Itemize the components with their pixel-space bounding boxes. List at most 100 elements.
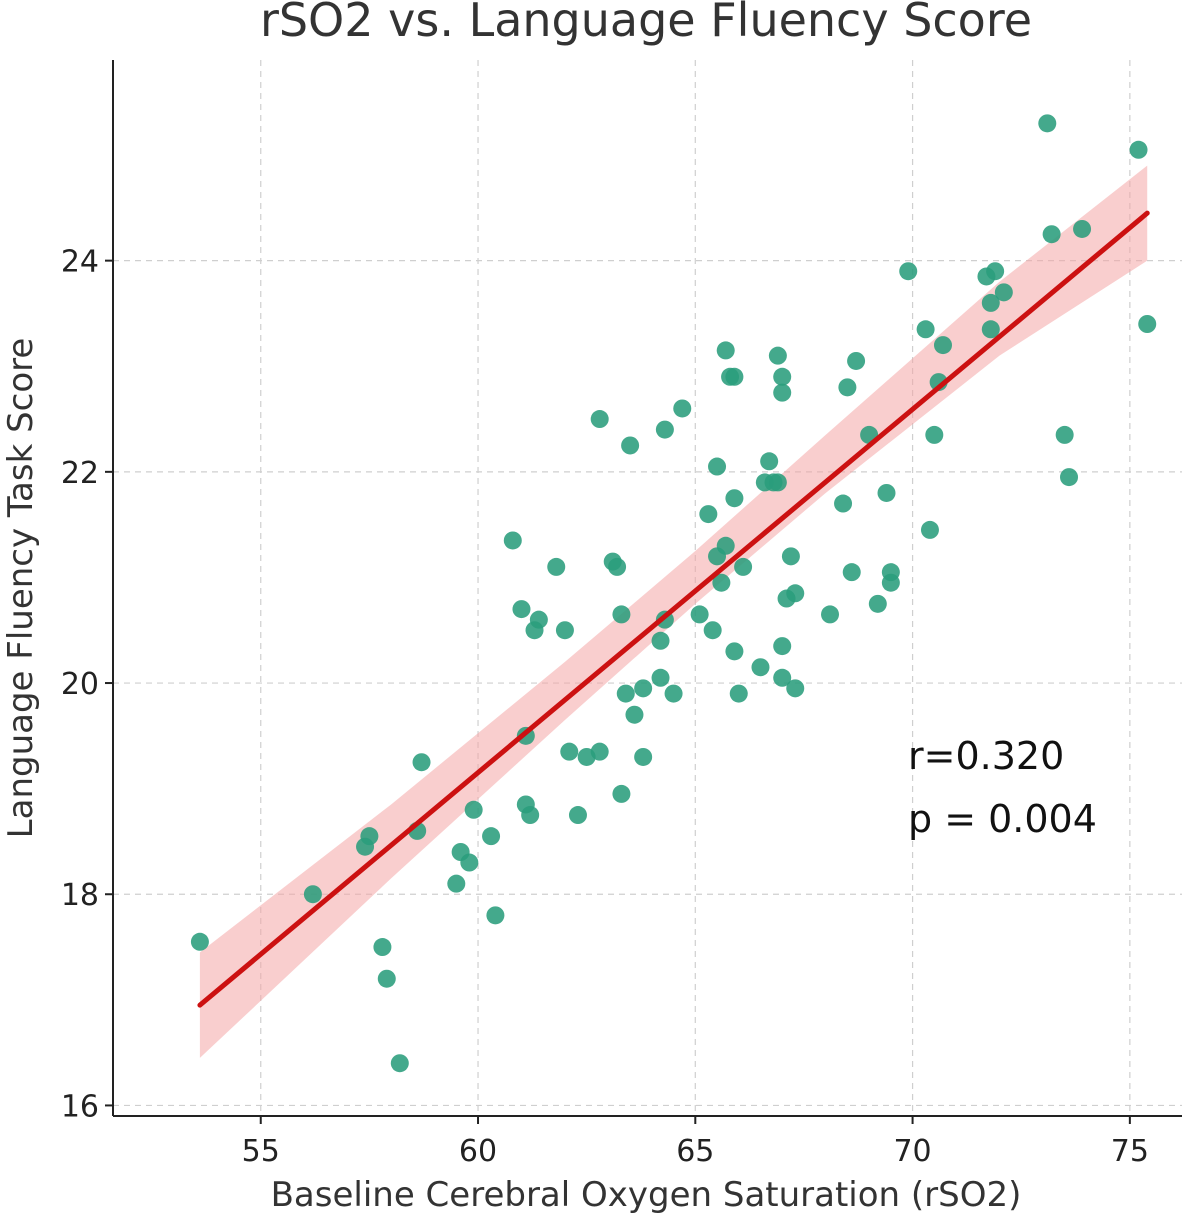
- data-point: [773, 668, 792, 687]
- x-axis-ticks: 55 60 65 70 75: [242, 1116, 1149, 1169]
- data-point: [590, 742, 609, 761]
- data-point: [881, 573, 900, 592]
- data-point: [708, 457, 727, 476]
- data-point: [786, 584, 805, 603]
- data-point: [690, 605, 709, 624]
- data-point: [933, 336, 952, 355]
- data-point: [560, 742, 579, 761]
- data-point: [916, 320, 935, 339]
- x-tick-label: 65: [676, 1134, 714, 1169]
- data-point: [877, 483, 896, 502]
- data-point: [412, 753, 431, 772]
- data-point: [651, 668, 670, 687]
- data-point: [373, 938, 392, 957]
- y-tick-label: 24: [61, 245, 99, 280]
- data-point: [751, 658, 770, 677]
- data-point: [486, 906, 505, 925]
- y-axis-ticks: 16 18 20 22 24: [61, 245, 113, 1124]
- data-point: [521, 806, 540, 825]
- x-tick-label: 60: [459, 1134, 497, 1169]
- data-point: [847, 351, 866, 370]
- data-point: [608, 557, 627, 576]
- data-point: [834, 494, 853, 513]
- data-point: [529, 610, 548, 629]
- data-point: [621, 436, 640, 455]
- data-point: [612, 784, 631, 803]
- data-point: [1073, 219, 1092, 238]
- data-point: [616, 684, 635, 703]
- data-point: [868, 594, 887, 613]
- x-tick-label: 55: [242, 1134, 280, 1169]
- data-point: [547, 557, 566, 576]
- data-point: [786, 679, 805, 698]
- data-point: [664, 684, 683, 703]
- y-tick-label: 20: [61, 667, 99, 702]
- data-point: [725, 489, 744, 508]
- data-point: [712, 573, 731, 592]
- data-point: [729, 684, 748, 703]
- data-point: [925, 425, 944, 444]
- y-tick-label: 18: [61, 878, 99, 913]
- data-point: [482, 827, 501, 846]
- data-point: [555, 621, 574, 640]
- data-point: [981, 293, 1000, 312]
- y-axis-label: Language Fluency Task Score: [1, 338, 41, 839]
- data-point: [390, 1054, 409, 1073]
- x-axis-label: Baseline Cerebral Oxygen Saturation (rSO…: [271, 1175, 1022, 1215]
- annotation-r: r=0.320: [908, 734, 1064, 778]
- data-point: [781, 547, 800, 566]
- data-point: [1042, 225, 1061, 244]
- data-point: [768, 346, 787, 365]
- data-point: [447, 874, 466, 893]
- regression-line: [197, 210, 1150, 1008]
- data-point: [634, 679, 653, 698]
- data-point: [899, 262, 918, 281]
- data-point: [503, 531, 522, 550]
- data-point: [716, 536, 735, 555]
- data-point: [1138, 315, 1157, 333]
- data-point: [920, 520, 939, 539]
- data-point: [377, 969, 396, 988]
- x-tick-label: 75: [1111, 1134, 1149, 1169]
- data-point: [673, 399, 692, 418]
- data-point: [734, 557, 753, 576]
- data-point: [986, 262, 1005, 281]
- data-point: [1055, 425, 1074, 444]
- data-point: [699, 505, 718, 524]
- data-point: [190, 932, 209, 951]
- data-point: [651, 631, 670, 650]
- data-point: [512, 600, 531, 619]
- data-point: [773, 383, 792, 402]
- data-point: [460, 853, 479, 872]
- data-point: [303, 885, 322, 904]
- data-point: [981, 320, 1000, 339]
- data-point: [994, 283, 1013, 302]
- data-point: [1038, 114, 1057, 133]
- data-point: [612, 605, 631, 624]
- data-point: [725, 367, 744, 386]
- data-point: [634, 747, 653, 766]
- data-point: [625, 705, 644, 724]
- data-point: [568, 806, 587, 825]
- data-point: [464, 800, 483, 819]
- x-tick-label: 70: [893, 1134, 931, 1169]
- chart-title: rSO2 vs. Language Fluency Score: [260, 0, 1032, 47]
- data-point: [655, 420, 674, 439]
- data-point: [838, 378, 857, 397]
- points-layer: [190, 114, 1157, 1073]
- data-point: [773, 637, 792, 656]
- data-point: [716, 341, 735, 360]
- data-point: [1129, 140, 1148, 159]
- data-point: [1060, 468, 1079, 487]
- data-point: [821, 605, 840, 624]
- data-point: [842, 563, 861, 582]
- y-tick-label: 16: [61, 1089, 99, 1124]
- data-point: [590, 410, 609, 429]
- annotation-p: p = 0.004: [908, 797, 1097, 841]
- data-point: [760, 452, 779, 471]
- data-point: [703, 621, 722, 640]
- data-point: [773, 367, 792, 386]
- data-point: [768, 473, 787, 492]
- data-point: [360, 827, 379, 846]
